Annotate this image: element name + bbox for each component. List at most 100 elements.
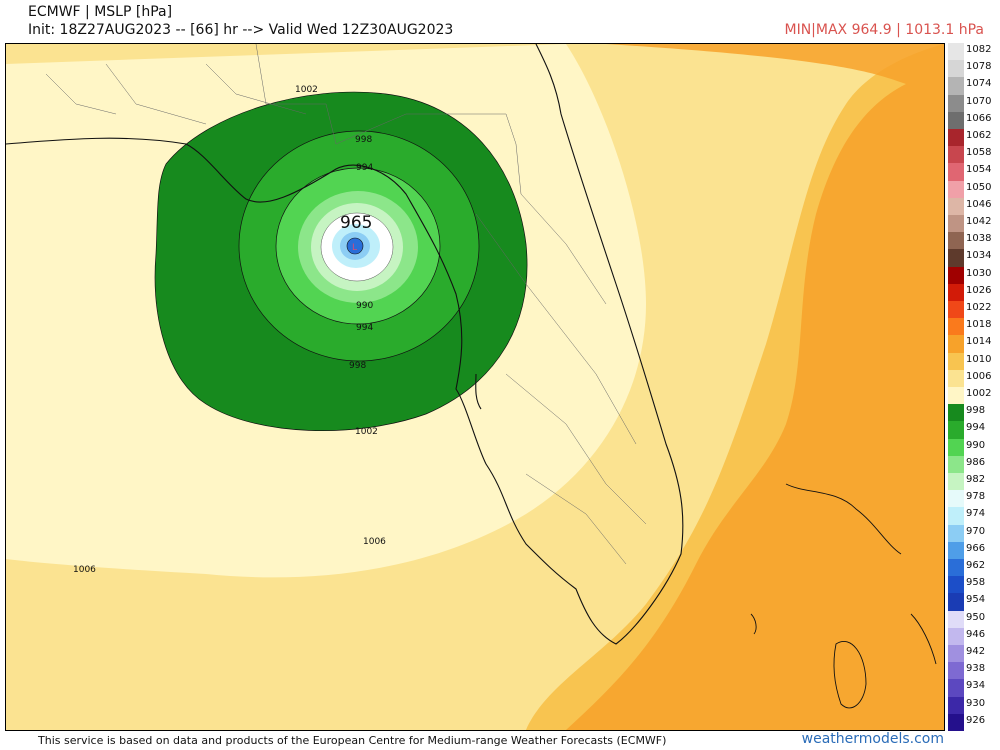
scale-level: 950 — [946, 610, 1000, 628]
scale-swatch — [948, 713, 964, 731]
scale-swatch — [948, 43, 964, 61]
scale-level: 946 — [946, 627, 1000, 645]
contour-label: 994 — [356, 323, 373, 333]
scale-swatch — [948, 215, 964, 233]
pressure-map-svg: L 1002 998 994 990 994 — [6, 44, 944, 730]
scale-level: 1006 — [946, 369, 1000, 387]
scale-level: 1046 — [946, 197, 1000, 215]
contour-label: 998 — [349, 361, 366, 371]
storm-center-marker: L — [352, 243, 357, 253]
scale-swatch — [948, 387, 964, 405]
scale-level: 962 — [946, 559, 1000, 577]
scale-label: 1014 — [966, 336, 992, 348]
brand-link[interactable]: weathermodels.com — [801, 731, 944, 747]
zone-1014-1018 — [566, 44, 944, 730]
scale-level: 1030 — [946, 266, 1000, 284]
min-max-readout: MIN|MAX 964.9 | 1013.1 hPa — [784, 22, 985, 38]
scale-swatch — [948, 490, 964, 508]
scale-swatch — [948, 283, 964, 301]
scale-level: 1034 — [946, 249, 1000, 267]
scale-label: 958 — [966, 577, 986, 589]
scale-label: 986 — [966, 456, 986, 468]
scale-label: 1058 — [966, 147, 992, 159]
scale-level: 1010 — [946, 352, 1000, 370]
scale-level: 1014 — [946, 335, 1000, 353]
scale-label: 978 — [966, 491, 986, 503]
scale-swatch — [948, 180, 964, 198]
scale-label: 926 — [966, 714, 986, 726]
scale-level: 990 — [946, 438, 1000, 456]
scale-label: 1070 — [966, 95, 992, 107]
scale-level: 986 — [946, 455, 1000, 473]
scale-swatch — [948, 438, 964, 456]
scale-level: 958 — [946, 576, 1000, 594]
scale-swatch — [948, 541, 964, 559]
scale-swatch — [948, 593, 964, 611]
county-lines — [45, 44, 647, 565]
scale-label: 1006 — [966, 370, 992, 382]
scale-label: 1074 — [966, 78, 992, 90]
scale-swatch — [948, 421, 964, 439]
scale-label: 982 — [966, 474, 986, 485]
bahamas-outline — [750, 483, 937, 709]
scale-swatch — [948, 352, 964, 370]
scale-swatch — [948, 111, 964, 129]
scale-level: 1038 — [946, 232, 1000, 250]
pressure-map: L 1002 998 994 990 994 — [5, 43, 945, 731]
scale-level: 1042 — [946, 215, 1000, 233]
scale-level: 1070 — [946, 94, 1000, 112]
contour-label: 994 — [356, 163, 373, 173]
scale-label: 1082 — [966, 44, 992, 55]
scale-swatch — [948, 369, 964, 387]
scale-swatch — [948, 610, 964, 628]
contour-label: 1006 — [73, 565, 96, 575]
scale-label: 1026 — [966, 284, 992, 296]
scale-swatch — [948, 232, 964, 250]
scale-label: 974 — [966, 508, 986, 520]
map-title: ECMWF | MSLP [hPa] — [28, 4, 173, 20]
contour-label: 1002 — [355, 427, 378, 437]
scale-swatch — [948, 249, 964, 267]
scale-label: 1002 — [966, 388, 992, 399]
scale-level: 1050 — [946, 180, 1000, 198]
scale-swatch — [948, 146, 964, 164]
scale-level: 1082 — [946, 43, 1000, 61]
contour-label: 990 — [356, 301, 373, 311]
storm-center — [346, 237, 364, 255]
scale-swatch — [948, 662, 964, 680]
scale-swatch — [948, 507, 964, 525]
scale-level: 926 — [946, 713, 1000, 731]
scale-swatch — [948, 163, 964, 181]
scale-label: 1078 — [966, 61, 992, 73]
scale-level: 1018 — [946, 318, 1000, 336]
scale-swatch — [948, 627, 964, 645]
scale-label: 954 — [966, 594, 986, 606]
scale-swatch — [948, 60, 964, 78]
scale-label: 1054 — [966, 164, 992, 176]
scale-label: 1018 — [966, 319, 992, 331]
scale-label: 966 — [966, 542, 986, 554]
scale-label: 942 — [966, 646, 986, 657]
scale-level: 994 — [946, 421, 1000, 439]
scale-level: 1062 — [946, 129, 1000, 147]
scale-label: 970 — [966, 525, 986, 537]
scale-label: 938 — [966, 663, 986, 675]
scale-level: 970 — [946, 524, 1000, 542]
scale-swatch — [948, 679, 964, 697]
scale-swatch — [948, 129, 964, 147]
scale-level: 998 — [946, 404, 1000, 422]
scale-label: 1022 — [966, 302, 992, 313]
scale-label: 950 — [966, 611, 986, 623]
scale-swatch — [948, 266, 964, 284]
contour-label: 1006 — [363, 537, 386, 547]
scale-label: 946 — [966, 628, 986, 640]
scale-swatch — [948, 696, 964, 714]
scale-swatch — [948, 473, 964, 491]
scale-swatch — [948, 645, 964, 663]
scale-label: 1042 — [966, 216, 992, 227]
scale-swatch — [948, 94, 964, 112]
init-valid-line: Init: 18Z27AUG2023 -- [66] hr --> Valid … — [28, 22, 454, 38]
scale-level: 1026 — [946, 283, 1000, 301]
scale-level: 1002 — [946, 387, 1000, 405]
scale-label: 930 — [966, 697, 986, 709]
